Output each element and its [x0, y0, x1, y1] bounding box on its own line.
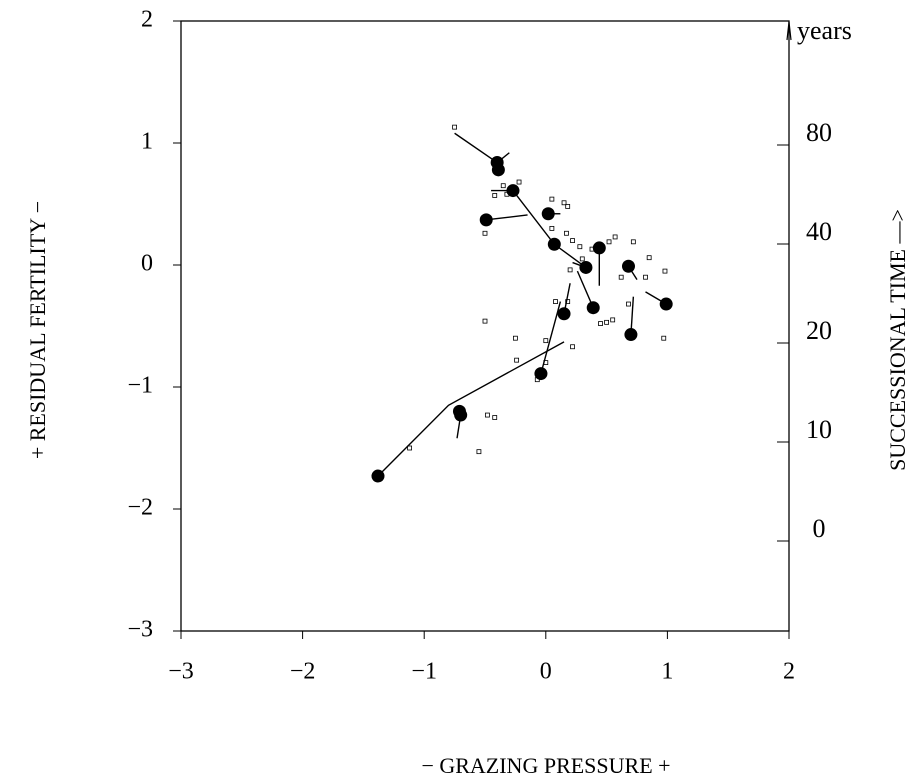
trajectory — [486, 214, 528, 221]
y-axis-label: + RESIDUAL FERTILITY − — [25, 201, 50, 459]
mean-point — [659, 297, 673, 311]
plot-point — [579, 256, 585, 262]
plot-point — [646, 255, 652, 261]
mean-point — [547, 237, 561, 251]
plot-point — [543, 338, 549, 344]
y-tick-label: −3 — [127, 617, 153, 643]
mean-point — [621, 259, 635, 273]
plot-point — [630, 239, 636, 245]
plot-point — [514, 357, 520, 363]
y2-axis-label: SUCCESSIONAL TIME —> — [885, 209, 910, 471]
y2-tick-label: 0 — [813, 514, 826, 543]
y-tick-label: −2 — [127, 495, 153, 521]
plot-point — [452, 124, 458, 130]
plot-point — [407, 445, 413, 451]
time-arrow — [786, 21, 792, 41]
mean-point — [541, 207, 555, 221]
x-tick-label: 0 — [540, 659, 552, 685]
y-tick-label: 1 — [141, 129, 153, 155]
y2-tick-label: 20 — [806, 316, 832, 345]
mean-point — [557, 307, 571, 321]
plot-point — [492, 415, 498, 420]
trajectory — [454, 132, 498, 164]
plot-point — [476, 449, 482, 455]
plot-point — [570, 344, 575, 350]
plot-point — [543, 360, 549, 366]
trajectory — [576, 270, 594, 308]
x-tick-label: 1 — [661, 659, 673, 685]
plot-point — [604, 319, 609, 325]
plot-point — [662, 268, 668, 274]
mean-point — [506, 184, 520, 198]
plot-point — [618, 274, 624, 280]
x-tick-label: −1 — [411, 659, 437, 685]
mean-point — [624, 328, 638, 342]
plot-point — [564, 230, 569, 236]
plot-point — [643, 274, 648, 280]
plot-point — [513, 335, 518, 341]
mean-point — [534, 367, 548, 381]
mean-point — [586, 301, 600, 315]
plot-point — [492, 193, 498, 198]
plot-point — [553, 299, 558, 305]
plot-point — [482, 318, 488, 324]
plot-point — [567, 267, 573, 273]
plot-point — [598, 321, 603, 326]
x-tick-label: −3 — [168, 659, 194, 685]
y2-unit: years — [797, 16, 852, 45]
y-tick-label: 2 — [141, 7, 153, 33]
y-tick-label: −1 — [127, 373, 153, 399]
plot-point — [606, 239, 612, 245]
plot-point — [577, 244, 583, 250]
trajectory — [377, 341, 565, 477]
mean-point — [592, 241, 606, 255]
plot-frame — [180, 20, 790, 632]
plot-point — [482, 230, 488, 236]
trajectory — [512, 190, 587, 269]
y2-tick-label: 80 — [806, 118, 832, 147]
plot-point — [612, 234, 618, 240]
plot-point — [549, 196, 555, 202]
plot-point — [661, 335, 667, 341]
mean-point — [491, 163, 505, 177]
mean-point — [371, 469, 385, 483]
y2-tick-label: 10 — [806, 415, 832, 444]
plot-point — [485, 412, 490, 418]
x-tick-label: −2 — [290, 659, 316, 685]
y-tick-label: 0 — [141, 251, 153, 277]
mean-point — [454, 408, 468, 422]
mean-point — [479, 213, 493, 227]
plot-point — [565, 204, 571, 209]
plot-point — [549, 225, 555, 231]
plot-point — [561, 200, 567, 206]
x-axis-label: − GRAZING PRESSURE + — [421, 753, 670, 778]
plot-point — [500, 183, 506, 189]
plot-point — [565, 299, 571, 305]
plot-point — [610, 317, 616, 323]
mean-point — [579, 260, 593, 274]
x-tick-label: 2 — [783, 659, 795, 685]
plot-point — [570, 238, 575, 244]
y2-tick-label: 40 — [806, 217, 832, 246]
plot-point — [516, 179, 522, 185]
plot-point — [626, 301, 631, 307]
